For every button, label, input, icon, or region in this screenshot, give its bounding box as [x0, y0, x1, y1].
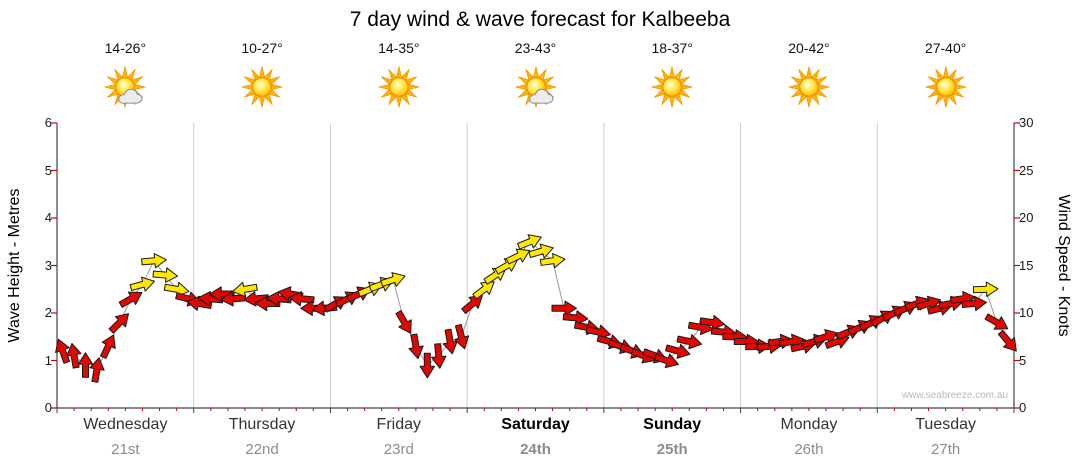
- wind-arrow: [152, 267, 179, 283]
- wind-arrow: [699, 315, 725, 331]
- wind-arrow: [408, 333, 424, 360]
- wind-arrow: [66, 342, 82, 369]
- wind-arrow: [89, 357, 105, 383]
- wind-arrow: [129, 276, 155, 292]
- wind-arrow: [55, 338, 71, 364]
- chart-title: 7 day wind & wave forecast for Kalbeeba: [349, 8, 731, 31]
- wind-arrow: [419, 352, 435, 379]
- watermark: www.seabreeze.com.au: [901, 390, 1008, 401]
- wind-arrow: [539, 253, 566, 269]
- wind-arrow: [118, 291, 143, 308]
- wave-height-axis-title: Wave Height - Metres: [6, 188, 23, 343]
- wind-arrow: [528, 243, 554, 259]
- wind-arrow: [209, 286, 235, 302]
- wind-arrow: [141, 253, 167, 269]
- wind-arrow: [676, 334, 703, 350]
- wind-arrow: [108, 313, 130, 334]
- wind-arrow: [984, 313, 1009, 330]
- wind-arrow: [961, 295, 988, 312]
- wind-arrow: [517, 234, 542, 250]
- wind-arrow: [395, 310, 412, 334]
- wind-arrow: [454, 323, 470, 350]
- wind-arrow: [232, 281, 258, 298]
- wind-arrow: [505, 248, 531, 265]
- wind-arrow: [77, 352, 94, 378]
- wind-arrow: [997, 329, 1017, 352]
- wind-arrow: [461, 294, 483, 315]
- wind-arrow: [100, 334, 116, 359]
- wind-arrow: [431, 343, 447, 369]
- wind-arrow: [288, 291, 315, 307]
- wind-arrow: [472, 281, 495, 300]
- wind-arrow: [442, 328, 458, 355]
- wind-arrow: [972, 281, 999, 297]
- wind-arrow: [380, 272, 406, 287]
- wind-arrow: [243, 291, 270, 307]
- wind-arrow: [562, 310, 589, 326]
- wind-arrow: [665, 343, 691, 359]
- wind-arrow: [551, 300, 577, 316]
- wind-arrow: [653, 353, 679, 369]
- wind-speed-axis-title: Wind Speed - Knots: [1055, 194, 1072, 337]
